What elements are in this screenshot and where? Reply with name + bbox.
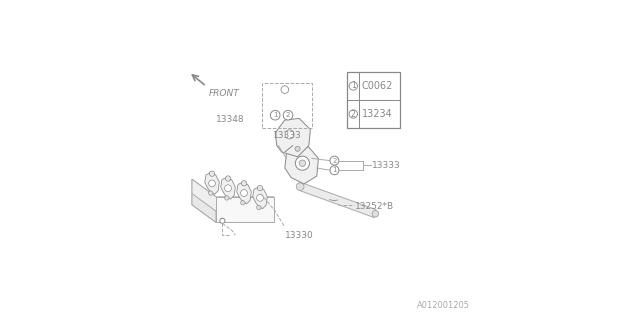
Circle shape bbox=[281, 86, 289, 93]
Circle shape bbox=[220, 218, 225, 223]
Circle shape bbox=[349, 82, 357, 90]
Text: 1: 1 bbox=[273, 112, 278, 118]
Circle shape bbox=[209, 191, 213, 195]
Text: 2: 2 bbox=[286, 112, 290, 118]
Circle shape bbox=[257, 195, 264, 201]
Circle shape bbox=[295, 156, 310, 170]
Circle shape bbox=[209, 180, 216, 187]
Circle shape bbox=[241, 180, 246, 186]
Bar bbox=[347, 72, 400, 128]
Polygon shape bbox=[216, 197, 274, 222]
Text: 2: 2 bbox=[351, 109, 356, 118]
Circle shape bbox=[285, 130, 294, 139]
Circle shape bbox=[330, 156, 339, 165]
Circle shape bbox=[372, 211, 379, 217]
Polygon shape bbox=[221, 177, 236, 199]
Circle shape bbox=[257, 185, 262, 191]
Text: 2: 2 bbox=[332, 158, 337, 164]
Text: FRONT: FRONT bbox=[209, 89, 239, 98]
Circle shape bbox=[241, 201, 245, 205]
Circle shape bbox=[300, 160, 306, 166]
Circle shape bbox=[283, 110, 293, 120]
Text: 1: 1 bbox=[332, 167, 337, 173]
Text: 13333: 13333 bbox=[273, 132, 301, 140]
Circle shape bbox=[296, 183, 304, 190]
Polygon shape bbox=[300, 182, 376, 218]
Polygon shape bbox=[192, 179, 274, 211]
Circle shape bbox=[349, 110, 357, 118]
Circle shape bbox=[270, 110, 280, 120]
Polygon shape bbox=[237, 182, 252, 204]
Polygon shape bbox=[192, 194, 274, 222]
Circle shape bbox=[209, 171, 214, 176]
Text: 13333: 13333 bbox=[372, 161, 401, 170]
Text: 13234: 13234 bbox=[362, 109, 393, 119]
Text: C0062: C0062 bbox=[362, 81, 394, 91]
Text: 1: 1 bbox=[351, 82, 356, 91]
Text: 13252*B: 13252*B bbox=[355, 202, 394, 211]
Polygon shape bbox=[205, 172, 220, 194]
Circle shape bbox=[225, 176, 230, 181]
Text: 13348: 13348 bbox=[216, 116, 244, 124]
Circle shape bbox=[225, 196, 229, 200]
Text: 13330: 13330 bbox=[285, 231, 314, 240]
Polygon shape bbox=[192, 179, 216, 222]
Circle shape bbox=[330, 166, 339, 175]
Circle shape bbox=[225, 185, 232, 192]
Polygon shape bbox=[253, 187, 268, 209]
Bar bbox=[262, 83, 312, 128]
Polygon shape bbox=[285, 146, 319, 184]
Text: A012001205: A012001205 bbox=[417, 301, 470, 310]
Circle shape bbox=[257, 205, 261, 210]
Polygon shape bbox=[275, 118, 310, 157]
Circle shape bbox=[295, 146, 300, 151]
Circle shape bbox=[241, 190, 248, 196]
